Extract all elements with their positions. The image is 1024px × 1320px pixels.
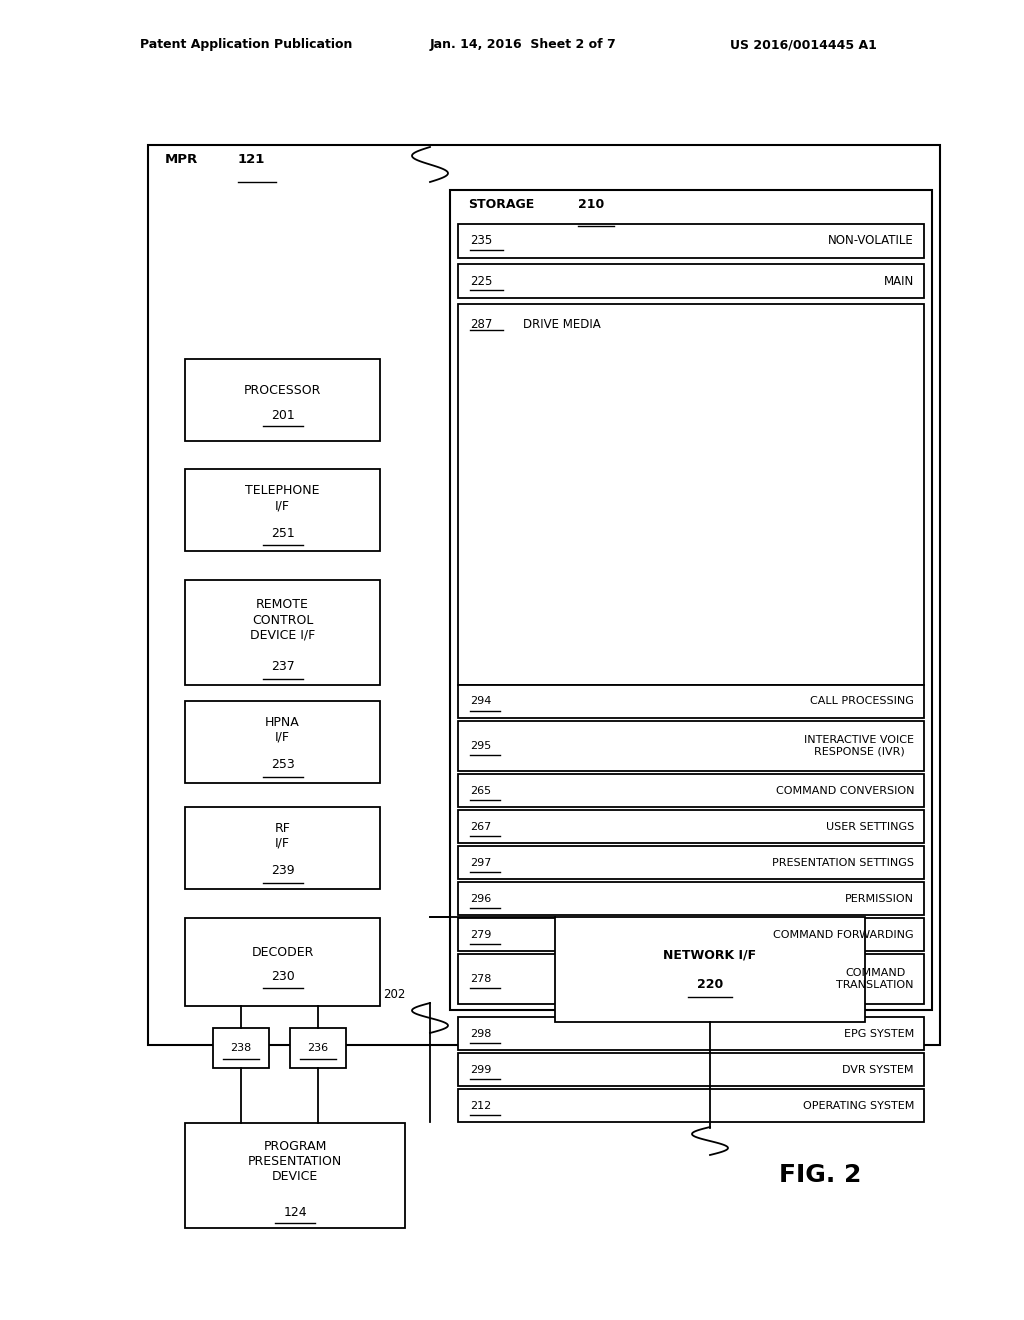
Text: MAIN: MAIN bbox=[884, 275, 914, 288]
Bar bbox=[458, 1053, 924, 1086]
Text: 225: 225 bbox=[470, 275, 493, 288]
Text: INTERACTIVE VOICE
RESPONSE (IVR): INTERACTIVE VOICE RESPONSE (IVR) bbox=[804, 735, 914, 756]
Bar bbox=[458, 917, 924, 950]
Text: 220: 220 bbox=[697, 978, 723, 991]
Text: 235: 235 bbox=[470, 235, 493, 248]
Text: NETWORK I/F: NETWORK I/F bbox=[664, 948, 757, 961]
Text: 267: 267 bbox=[470, 821, 492, 832]
Text: RF
I/F: RF I/F bbox=[274, 822, 291, 850]
Text: 201: 201 bbox=[270, 408, 294, 421]
Text: DRIVE MEDIA: DRIVE MEDIA bbox=[523, 318, 601, 331]
Text: CALL PROCESSING: CALL PROCESSING bbox=[810, 697, 914, 706]
Text: OPERATING SYSTEM: OPERATING SYSTEM bbox=[803, 1101, 914, 1110]
Text: EPG SYSTEM: EPG SYSTEM bbox=[844, 1028, 914, 1039]
Text: 212: 212 bbox=[470, 1101, 492, 1110]
Text: USER SETTINGS: USER SETTINGS bbox=[825, 821, 914, 832]
Text: US 2016/0014445 A1: US 2016/0014445 A1 bbox=[730, 38, 877, 51]
Bar bbox=[185, 807, 380, 888]
Bar bbox=[458, 882, 924, 915]
Bar bbox=[458, 721, 924, 771]
Text: 121: 121 bbox=[238, 153, 265, 166]
Bar bbox=[458, 954, 924, 1005]
Text: Jan. 14, 2016  Sheet 2 of 7: Jan. 14, 2016 Sheet 2 of 7 bbox=[430, 38, 616, 51]
Bar bbox=[185, 579, 380, 685]
Text: 295: 295 bbox=[470, 741, 492, 751]
Text: REMOTE
CONTROL
DEVICE I/F: REMOTE CONTROL DEVICE I/F bbox=[250, 598, 315, 642]
Bar bbox=[148, 145, 940, 1045]
Text: TELEPHONE
I/F: TELEPHONE I/F bbox=[246, 484, 319, 512]
Bar bbox=[458, 264, 924, 298]
Text: 296: 296 bbox=[470, 894, 492, 903]
Text: COMMAND CONVERSION: COMMAND CONVERSION bbox=[775, 785, 914, 796]
Bar bbox=[458, 1016, 924, 1049]
Text: 202: 202 bbox=[383, 989, 406, 1002]
Text: NON-VOLATILE: NON-VOLATILE bbox=[828, 235, 914, 248]
Text: 238: 238 bbox=[230, 1043, 252, 1053]
Bar bbox=[458, 685, 924, 718]
Text: 124: 124 bbox=[284, 1205, 307, 1218]
Text: 298: 298 bbox=[470, 1028, 492, 1039]
Bar bbox=[185, 917, 380, 1006]
Bar bbox=[185, 469, 380, 550]
Text: PROGRAM
PRESENTATION
DEVICE: PROGRAM PRESENTATION DEVICE bbox=[248, 1140, 342, 1183]
Bar bbox=[458, 224, 924, 257]
Text: DVR SYSTEM: DVR SYSTEM bbox=[843, 1064, 914, 1074]
Text: 253: 253 bbox=[270, 759, 294, 771]
Text: HPNA
I/F: HPNA I/F bbox=[265, 715, 300, 744]
Bar bbox=[458, 1089, 924, 1122]
Text: COMMAND FORWARDING: COMMAND FORWARDING bbox=[773, 929, 914, 940]
Bar bbox=[185, 359, 380, 441]
Text: PROCESSOR: PROCESSOR bbox=[244, 384, 322, 396]
Text: 294: 294 bbox=[470, 697, 492, 706]
Text: 299: 299 bbox=[470, 1064, 492, 1074]
Text: 287: 287 bbox=[470, 318, 493, 331]
Bar bbox=[185, 1123, 406, 1228]
Text: COMMAND
TRANSLATION: COMMAND TRANSLATION bbox=[837, 968, 914, 990]
Text: 251: 251 bbox=[270, 527, 294, 540]
Bar bbox=[458, 304, 924, 685]
Text: 210: 210 bbox=[578, 198, 604, 211]
Text: Patent Application Publication: Patent Application Publication bbox=[140, 38, 352, 51]
Text: PERMISSION: PERMISSION bbox=[845, 894, 914, 903]
Bar bbox=[213, 1028, 269, 1068]
Text: 265: 265 bbox=[470, 785, 492, 796]
Bar bbox=[458, 846, 924, 879]
Bar bbox=[458, 810, 924, 843]
Text: 278: 278 bbox=[470, 974, 492, 983]
Text: 239: 239 bbox=[270, 865, 294, 878]
Text: 279: 279 bbox=[470, 929, 492, 940]
Text: MPR: MPR bbox=[165, 153, 199, 166]
Bar bbox=[555, 917, 865, 1022]
Bar bbox=[458, 774, 924, 807]
Bar bbox=[185, 701, 380, 783]
Text: 237: 237 bbox=[270, 660, 294, 673]
Bar bbox=[450, 190, 932, 1010]
Bar bbox=[290, 1028, 346, 1068]
Text: STORAGE: STORAGE bbox=[468, 198, 535, 211]
Text: FIG. 2: FIG. 2 bbox=[779, 1163, 861, 1188]
Text: 236: 236 bbox=[307, 1043, 329, 1053]
Text: 297: 297 bbox=[470, 858, 492, 867]
Text: PRESENTATION SETTINGS: PRESENTATION SETTINGS bbox=[772, 858, 914, 867]
Text: DECODER: DECODER bbox=[251, 945, 313, 958]
Text: 230: 230 bbox=[270, 970, 294, 983]
